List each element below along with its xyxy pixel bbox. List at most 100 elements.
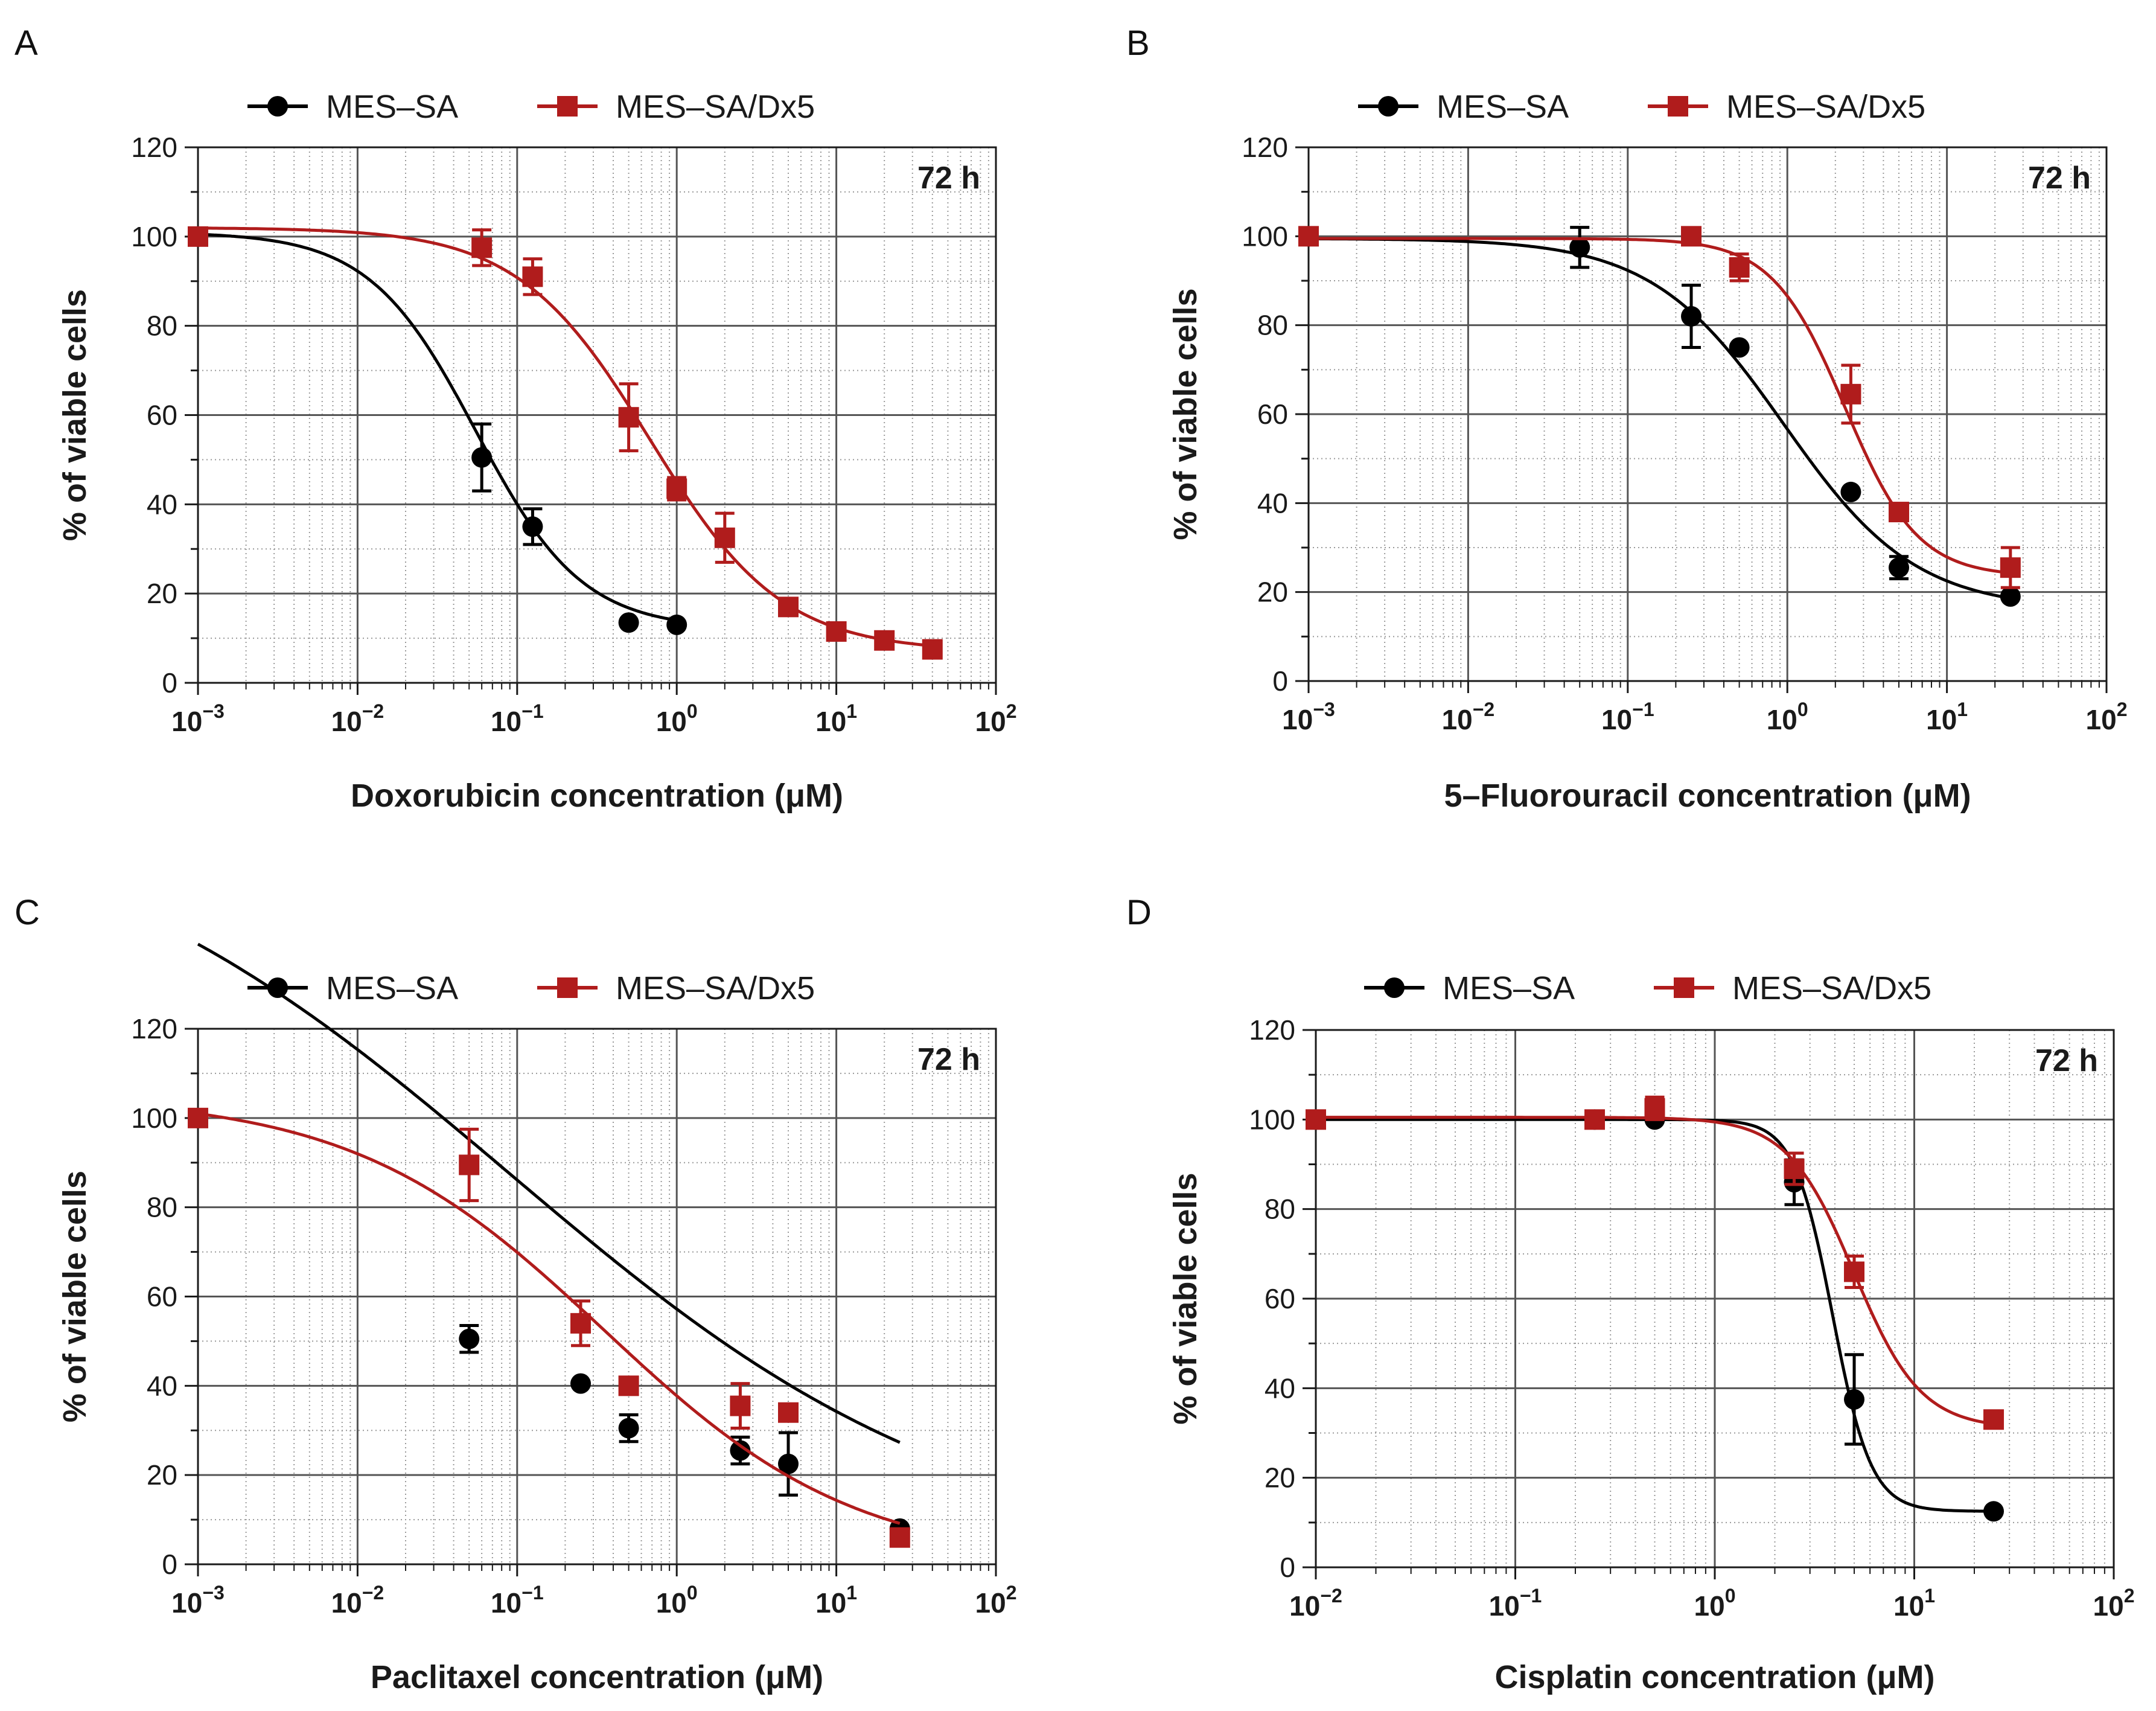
panel-b-legend-entry-1: MES–SA [1358, 89, 1569, 125]
panel-c-point-1 [778, 1453, 799, 1474]
panel-a-y-tick-label: 100 [131, 221, 177, 252]
panel-c-fit-curve-1 [197, 942, 901, 1444]
panel-a-legend-entry-1: MES–SA [247, 89, 458, 125]
panel-b-point-1 [1681, 305, 1702, 327]
panel-c-x-tick-label: 100 [656, 1582, 698, 1619]
panel-b-point-1 [1729, 337, 1750, 358]
panel-a: 0 20 40 60 80 100 120 10−3 10−2 10−1 100 101 102 Doxo… [57, 89, 1016, 814]
panel-c-y-tick-label: 80 [147, 1192, 177, 1223]
panel-d-y-tick-label: 0 [1280, 1552, 1295, 1583]
panel-d-y-tick-label: 20 [1265, 1462, 1295, 1494]
panel-b-point-1 [2000, 586, 2021, 607]
panel-a-point-1 [618, 612, 639, 633]
panel-c-time-annotation: 72 h [917, 1042, 980, 1077]
panel-a-point-2 [874, 630, 895, 651]
panel-d-point-2 [1844, 1261, 1865, 1282]
panel-a-legend-entry-2: MES–SA/Dx5 [537, 89, 815, 125]
panel-b-point-2 [1840, 383, 1861, 405]
panel-b-legend-label: MES–SA [1437, 89, 1569, 125]
panel-c-y-tick-label: 20 [147, 1459, 177, 1491]
panel-c-point-1 [459, 1328, 480, 1349]
panel-c-point-2 [889, 1527, 910, 1548]
panel-a-x-tick-label: 10−3 [171, 700, 225, 737]
panel-d-y-tick-label: 120 [1249, 1014, 1295, 1046]
panel-a-fit-curve-1 [197, 232, 677, 622]
panel-d-x-tick-label: 102 [2093, 1585, 2135, 1622]
panel-c-series-2 [188, 1107, 910, 1548]
panel-c-y-axis-title: % of viable cells [57, 1171, 93, 1422]
panel-a-point-1 [471, 447, 493, 468]
panel-d-x-tick-label: 10−2 [1289, 1585, 1342, 1622]
panel-d-point-1 [1844, 1389, 1865, 1410]
panel-c-point-2 [188, 1107, 208, 1128]
panel-d-x-axis-title: Cisplatin concentration (μM) [1494, 1659, 1934, 1695]
panel-b-x-tick-label: 100 [1767, 699, 1808, 735]
panel-a-legend-label: MES–SA [326, 89, 458, 125]
panel-c-legend-marker [267, 977, 288, 998]
panel-a-point-2 [826, 621, 847, 642]
panel-d-legend-marker [1384, 977, 1405, 998]
panel-a-point-2 [922, 639, 943, 660]
panel-b-series-1 [1298, 226, 2021, 607]
panel-a-time-annotation: 72 h [917, 161, 980, 196]
panel-c-point-2 [570, 1313, 592, 1334]
panel-label-c: C [14, 893, 40, 932]
panel-d-point-2 [1584, 1109, 1606, 1130]
panel-b-point-2 [2000, 557, 2021, 578]
panel-a-fit-curve-2 [198, 226, 933, 648]
panel-d-x-tick-label: 10−1 [1489, 1585, 1542, 1622]
panel-b-point-1 [1569, 237, 1590, 258]
panel-d-y-tick-label: 80 [1265, 1194, 1295, 1225]
panel-b-x-tick-label: 10−1 [1601, 699, 1654, 735]
panel-a-y-tick-label: 120 [131, 132, 177, 163]
panel-b-y-tick-label: 100 [1242, 220, 1288, 252]
panel-d-y-tick-label: 100 [1249, 1104, 1295, 1135]
panel-b-x-tick-label: 102 [2086, 699, 2128, 735]
panel-c-y-tick-label: 100 [131, 1102, 177, 1134]
panel-b-y-tick-label: 80 [1257, 310, 1288, 341]
panel-a-legend-marker [267, 96, 288, 117]
panel-b-point-1 [1840, 481, 1861, 502]
panel-b-y-axis-title: % of viable cells [1167, 288, 1204, 540]
panel-c-y-tick-label: 40 [147, 1370, 177, 1401]
panel-a-x-tick-label: 100 [656, 700, 698, 737]
panel-c-legend-entry-2: MES–SA/Dx5 [537, 970, 815, 1006]
panel-d: 0 20 40 60 80 100 120 10−2 10−1 100 101 102 Cisplati… [1167, 970, 2134, 1695]
panel-c-legend-marker [557, 977, 578, 998]
panel-b: 0 20 40 60 80 100 120 10−3 10−2 10−1 100 101 102 5–Fl… [1167, 89, 2127, 814]
panel-c-legend-entry-1: MES–SA [247, 970, 458, 1006]
panel-label-a: A [14, 24, 38, 63]
panel-b-y-tick-label: 40 [1257, 487, 1288, 519]
panel-b-y-tick-label: 60 [1257, 398, 1288, 430]
panel-d-point-2 [1306, 1109, 1326, 1130]
panel-label-d: D [1126, 893, 1152, 932]
panel-b-x-tick-label: 10−2 [1442, 699, 1495, 735]
panel-b-series-2 [1298, 226, 2021, 589]
panel-d-legend-marker [1674, 977, 1694, 998]
panel-a-y-tick-label: 0 [162, 667, 177, 699]
panel-d-point-1 [1983, 1501, 2005, 1522]
panel-c-point-2 [618, 1375, 639, 1396]
panel-b-y-tick-label: 0 [1272, 665, 1288, 697]
panel-b-x-tick-label: 101 [1926, 699, 1968, 735]
panel-d-y-tick-label: 60 [1265, 1283, 1295, 1314]
panel-d-point-2 [1644, 1098, 1665, 1119]
panel-c-point-1 [570, 1373, 592, 1394]
panel-a-point-2 [188, 226, 208, 247]
panel-b-legend-label: MES–SA/Dx5 [1726, 89, 1925, 125]
panel-a-point-1 [522, 516, 543, 537]
panel-d-legend-label: MES–SA [1443, 970, 1575, 1006]
panel-a-x-tick-label: 101 [815, 700, 857, 737]
panel-a-y-tick-label: 20 [147, 578, 177, 609]
panel-d-x-tick-label: 101 [1893, 1585, 1935, 1622]
panel-c-x-tick-label: 101 [815, 1582, 857, 1619]
panel-d-series-1 [1306, 1109, 2005, 1522]
panel-c-legend-label: MES–SA/Dx5 [616, 970, 815, 1006]
panel-b-y-tick-label: 20 [1257, 577, 1288, 608]
panel-b-legend-marker [1378, 96, 1399, 117]
panel-a-x-tick-label: 102 [975, 700, 1017, 737]
panel-a-y-axis-title: % of viable cells [57, 289, 93, 541]
panel-b-point-2 [1681, 226, 1702, 247]
panel-c-x-axis-title: Paclitaxel concentration (μM) [371, 1659, 823, 1695]
